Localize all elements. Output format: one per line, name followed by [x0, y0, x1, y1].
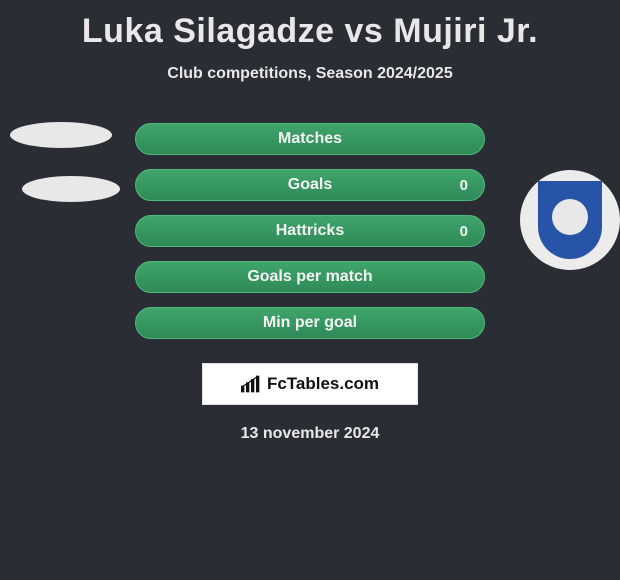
stat-value-right: 0 [460, 223, 468, 240]
stat-label: Hattricks [276, 222, 344, 240]
bar-chart-icon [241, 375, 261, 393]
club-badge-shield-icon [538, 181, 602, 259]
stat-label: Goals per match [247, 268, 372, 286]
player-left-photo-placeholder-1 [10, 122, 112, 148]
stat-row-matches: Matches [135, 123, 485, 155]
brand-logo[interactable]: FcTables.com [202, 363, 418, 405]
stat-row-goals: Goals 0 [135, 169, 485, 201]
brand-text: FcTables.com [267, 374, 379, 394]
stat-row-min-per-goal: Min per goal [135, 307, 485, 339]
player-left-photo-placeholder-2 [22, 176, 120, 202]
stat-row-goals-per-match: Goals per match [135, 261, 485, 293]
snapshot-date: 13 november 2024 [0, 425, 620, 443]
subtitle: Club competitions, Season 2024/2025 [0, 65, 620, 83]
stat-row-hattricks: Hattricks 0 [135, 215, 485, 247]
page-title: Luka Silagadze vs Mujiri Jr. [0, 0, 620, 51]
stat-value-right: 0 [460, 177, 468, 194]
stat-label: Min per goal [263, 314, 357, 332]
stat-label: Goals [288, 176, 332, 194]
stat-label: Matches [278, 130, 342, 148]
club-badge [520, 170, 620, 270]
